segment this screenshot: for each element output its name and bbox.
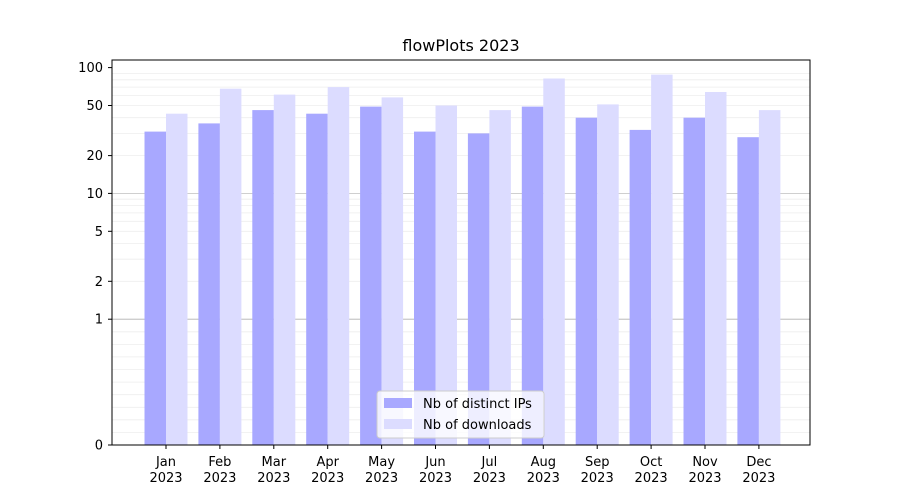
y-tick-label: 50 — [86, 99, 103, 114]
x-tick-label-month: Oct — [640, 455, 662, 470]
x-tick-label-month: Dec — [746, 455, 771, 470]
x-tick-label-year: 2023 — [311, 471, 344, 486]
bar-downloads — [543, 79, 565, 446]
x-tick-label-year: 2023 — [257, 471, 290, 486]
legend: Nb of distinct IPs Nb of downloads — [377, 391, 544, 438]
legend-swatch — [384, 419, 412, 429]
x-tick-label-year: 2023 — [473, 471, 506, 486]
x-tick-label-year: 2023 — [581, 471, 614, 486]
y-tick-label: 0 — [95, 439, 103, 454]
x-tick-label-year: 2023 — [419, 471, 452, 486]
y-tick-label: 100 — [78, 61, 103, 76]
x-tick-label-year: 2023 — [635, 471, 668, 486]
y-tick-label: 10 — [86, 187, 103, 202]
chart-title: flowPlots 2023 — [402, 36, 519, 55]
y-tick-label: 2 — [95, 275, 103, 290]
bar-distinct-ips — [630, 130, 652, 445]
bar-distinct-ips — [684, 118, 706, 445]
x-tick-label-month: Jan — [155, 455, 176, 470]
bar-downloads — [166, 114, 188, 445]
y-tick-label: 5 — [95, 225, 103, 240]
x-tick-label-month: Jul — [481, 455, 498, 470]
x-tick-label-year: 2023 — [365, 471, 398, 486]
bar-distinct-ips — [737, 137, 759, 445]
x-tick-label-month: Sep — [585, 455, 610, 470]
x-tick-label-year: 2023 — [527, 471, 560, 486]
bar-distinct-ips — [198, 123, 220, 445]
x-tick-label-month: Apr — [316, 455, 339, 470]
x-tick-label-month: Mar — [262, 455, 287, 470]
bar-distinct-ips — [576, 118, 598, 445]
legend-label: Nb of distinct IPs — [423, 397, 532, 412]
bar-downloads — [274, 95, 296, 445]
bar-downloads — [597, 104, 619, 445]
bar-downloads — [328, 87, 350, 445]
bar-downloads — [220, 89, 242, 445]
bar-downloads — [759, 110, 781, 445]
bar-distinct-ips — [252, 110, 273, 445]
x-tick-label-month: Aug — [531, 455, 556, 470]
bars — [145, 75, 781, 445]
x-tick-label-year: 2023 — [742, 471, 775, 486]
y-tick-label: 20 — [86, 149, 103, 164]
bar-distinct-ips — [306, 114, 328, 445]
x-tick-label-year: 2023 — [688, 471, 721, 486]
x-tick-label-month: Feb — [208, 455, 231, 470]
bar-distinct-ips — [145, 132, 167, 445]
x-tick-label-year: 2023 — [149, 471, 182, 486]
legend-label: Nb of downloads — [423, 418, 532, 433]
x-tick-label-month: May — [368, 455, 395, 470]
y-tick-label: 1 — [95, 313, 103, 328]
legend-swatch — [384, 398, 412, 408]
bar-downloads — [651, 75, 673, 445]
x-tick-label-month: Jun — [424, 455, 445, 470]
x-tick-label-month: Nov — [692, 455, 718, 470]
x-tick-label-year: 2023 — [203, 471, 236, 486]
bar-downloads — [705, 92, 727, 445]
